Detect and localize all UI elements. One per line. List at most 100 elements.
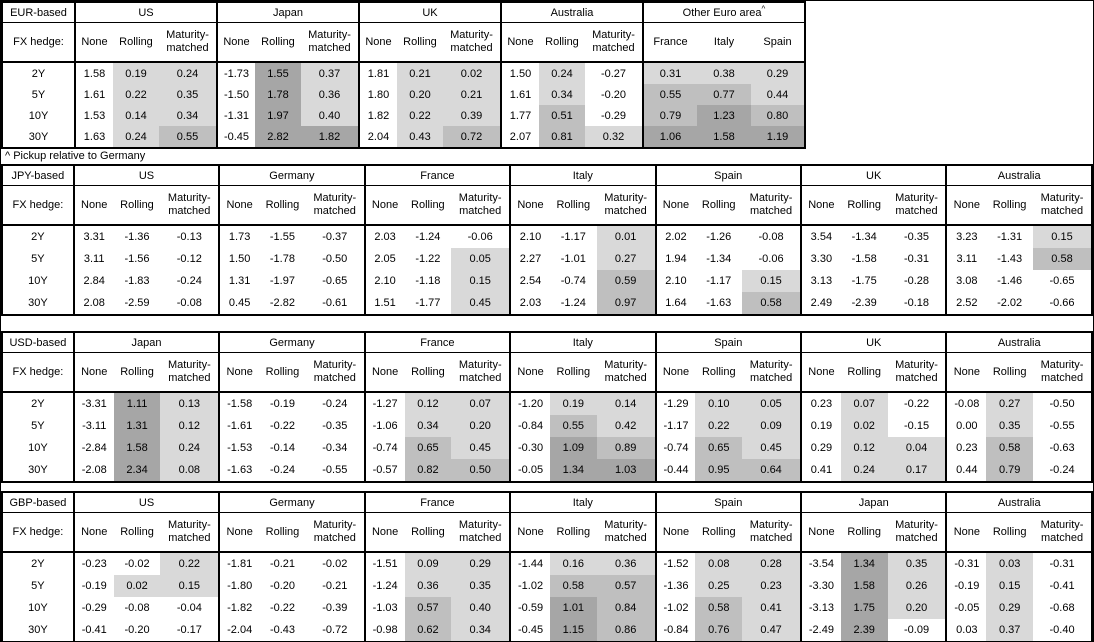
value-cell: -0.66 — [1049, 297, 1075, 309]
value-cell: 0.29 — [751, 62, 805, 84]
value-cell: -2.39 — [851, 297, 877, 309]
value-cell: -0.55 — [1049, 420, 1075, 432]
value-cell: 0.80 — [751, 105, 805, 126]
tenor-label: 30Y — [2, 459, 75, 482]
hedge-type-header: Rolling — [113, 22, 159, 63]
value-cell: 0.36 — [404, 575, 452, 597]
hedge-type-header: Rolling — [259, 352, 306, 393]
hedge-type-header: Maturity-matched — [305, 352, 365, 393]
value-cell: 0.12 — [404, 392, 452, 415]
value-cell: 0.55 — [549, 415, 597, 437]
value-cell: -0.74 — [560, 275, 586, 287]
hedge-type-header: Rolling — [986, 352, 1034, 393]
value-cell: 0.15 — [451, 270, 511, 292]
value-cell: 0.14 — [596, 392, 656, 415]
value-cell: -1.24 — [415, 231, 441, 243]
tenor-label: 2Y — [2, 225, 75, 248]
value-cell: 0.02 — [840, 415, 888, 437]
value-cell: -1.97 — [269, 275, 295, 287]
hedge-type-header: None — [500, 22, 539, 63]
value-cell: 1.06 — [642, 126, 697, 148]
hedge-type-header: Rolling — [255, 22, 301, 63]
value-cell: 2.10 — [509, 225, 550, 248]
value-cell: -0.61 — [322, 297, 348, 309]
value-cell: 0.35 — [159, 84, 217, 105]
country-group-header: Spain — [654, 332, 801, 353]
hedge-type-header: Rolling — [986, 185, 1034, 226]
value-cell: 0.35 — [887, 552, 947, 575]
value-cell: -0.17 — [176, 624, 202, 636]
value-cell: 0.16 — [549, 552, 597, 575]
value-cell: -0.65 — [1049, 275, 1075, 287]
value-cell: 0.65 — [404, 437, 452, 459]
hedge-type-header: Maturity-matched — [301, 22, 359, 63]
hedge-type-header: None — [363, 352, 405, 393]
hedge-type-header: None — [218, 512, 260, 553]
value-cell: -0.59 — [509, 597, 550, 619]
hedge-type-header: None — [358, 22, 397, 63]
hedge-type-header: Maturity-matched — [596, 185, 656, 226]
value-cell: -1.17 — [654, 415, 696, 437]
value-cell: -0.41 — [72, 619, 114, 641]
tenor-label: 5Y — [2, 248, 75, 270]
value-cell: 0.13 — [160, 392, 220, 415]
value-cell: -0.06 — [467, 231, 493, 243]
value-cell: 1.58 — [74, 62, 113, 84]
value-cell: 0.39 — [443, 105, 501, 126]
value-cell: 2.52 — [945, 292, 987, 315]
hedge-type-header: Maturity-matched — [305, 185, 365, 226]
value-cell: 0.72 — [443, 126, 501, 148]
hedge-type-header: Maturity-matched — [451, 185, 511, 226]
value-cell: -0.24 — [322, 398, 348, 410]
country-group-header: Germany — [218, 332, 365, 353]
hedge-type-header: None — [945, 185, 987, 226]
value-cell: -1.31 — [997, 231, 1023, 243]
tenor-label: 30Y — [2, 292, 75, 315]
value-cell: 0.07 — [840, 392, 888, 415]
value-cell: 0.24 — [840, 459, 888, 482]
country-group-header: Italy — [509, 165, 656, 186]
data-table: EUR-based US Japan UK Australia Other Euro ar… — [1, 1, 806, 149]
value-cell: 0.17 — [887, 459, 947, 482]
value-cell: -1.02 — [509, 575, 550, 597]
value-cell: 0.34 — [539, 84, 585, 105]
tenor-label: 2Y — [2, 62, 76, 84]
value-cell: 0.34 — [451, 619, 511, 641]
hedge-type-header: Rolling — [113, 185, 161, 226]
value-cell: 0.28 — [742, 552, 801, 575]
value-cell: 0.29 — [986, 597, 1034, 619]
value-cell: -1.22 — [415, 253, 441, 265]
value-cell: -0.21 — [322, 580, 348, 592]
value-cell: 0.22 — [695, 415, 743, 437]
hedge-type-header: Italy — [697, 22, 751, 63]
value-cell: 0.36 — [301, 84, 359, 105]
tenor-label: 10Y — [2, 597, 75, 619]
value-cell: 0.84 — [596, 597, 656, 619]
value-cell: 0.12 — [160, 415, 220, 437]
hedge-type-header: None — [945, 352, 987, 393]
value-cell: 0.01 — [596, 225, 656, 248]
hedge-type-header: Maturity-matched — [451, 352, 511, 393]
value-cell: -0.31 — [903, 253, 930, 265]
value-cell: -0.35 — [903, 231, 930, 243]
value-cell: -0.45 — [216, 126, 255, 148]
value-cell: -3.13 — [800, 597, 841, 619]
tenor-label: 5Y — [2, 84, 76, 105]
value-cell: -1.81 — [218, 552, 260, 575]
value-cell: -0.20 — [124, 624, 150, 636]
hedge-type-header: None — [654, 185, 696, 226]
value-cell: 0.40 — [451, 597, 511, 619]
value-cell: -0.63 — [1049, 442, 1075, 454]
value-cell: 0.97 — [596, 292, 656, 315]
value-cell: 0.50 — [451, 459, 511, 482]
tenor-label: 2Y — [2, 392, 75, 415]
value-cell: -0.20 — [600, 88, 627, 101]
value-cell: -0.50 — [1049, 398, 1075, 410]
value-cell: 3.11 — [945, 248, 987, 270]
value-cell: 0.22 — [397, 105, 443, 126]
value-cell: 2.03 — [509, 292, 550, 315]
value-cell: -1.03 — [363, 597, 405, 619]
value-cell: 0.45 — [742, 437, 801, 459]
country-group-header: Germany — [218, 165, 365, 186]
value-cell: -0.08 — [758, 231, 784, 243]
